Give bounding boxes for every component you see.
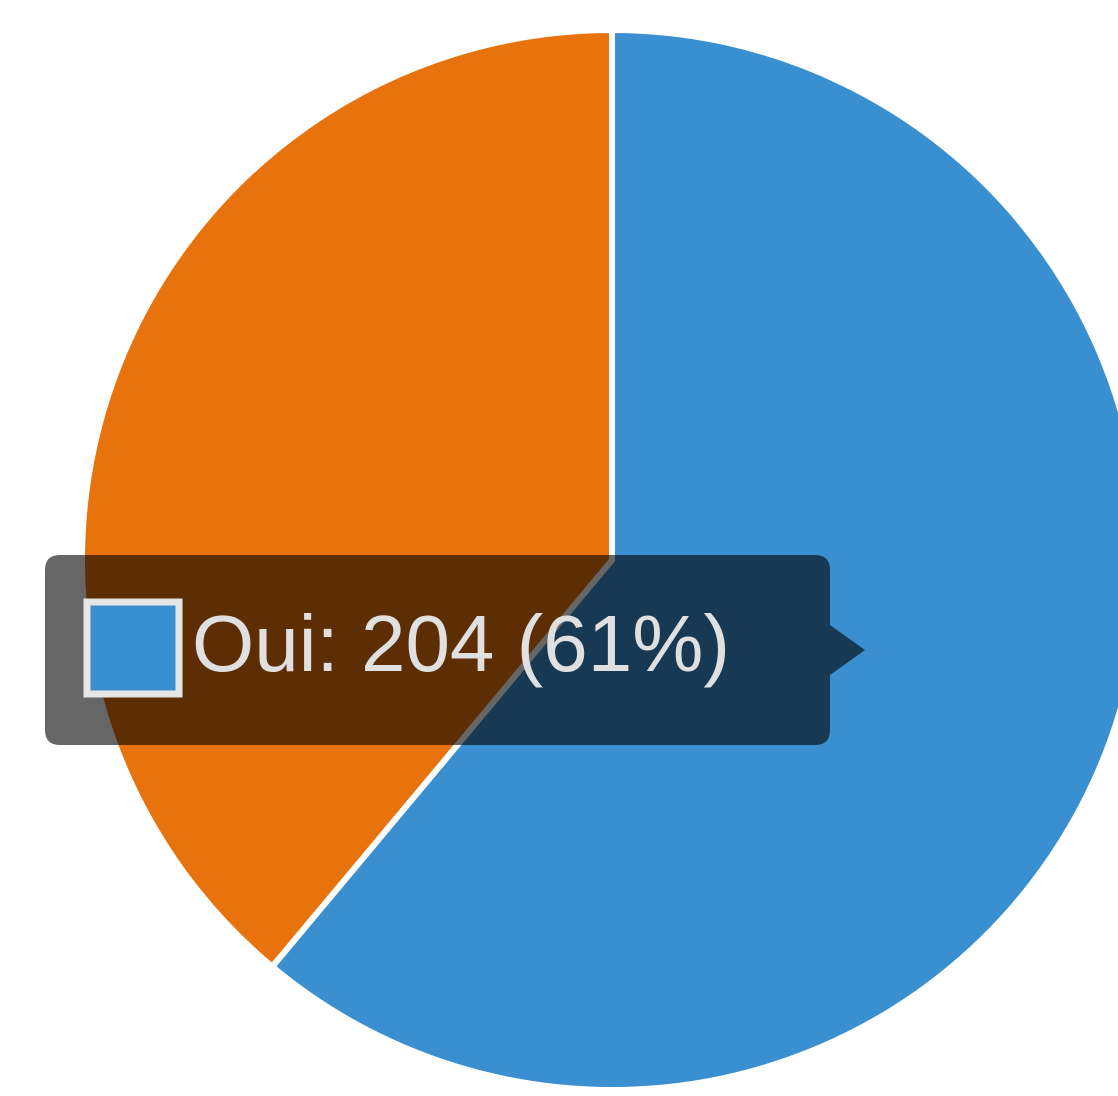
tooltip-text: Oui: 204 (61%) <box>192 599 730 688</box>
tooltip-box <box>45 555 865 745</box>
tooltip-swatch <box>83 598 183 698</box>
tooltip: Oui: 204 (61%) <box>45 555 865 745</box>
